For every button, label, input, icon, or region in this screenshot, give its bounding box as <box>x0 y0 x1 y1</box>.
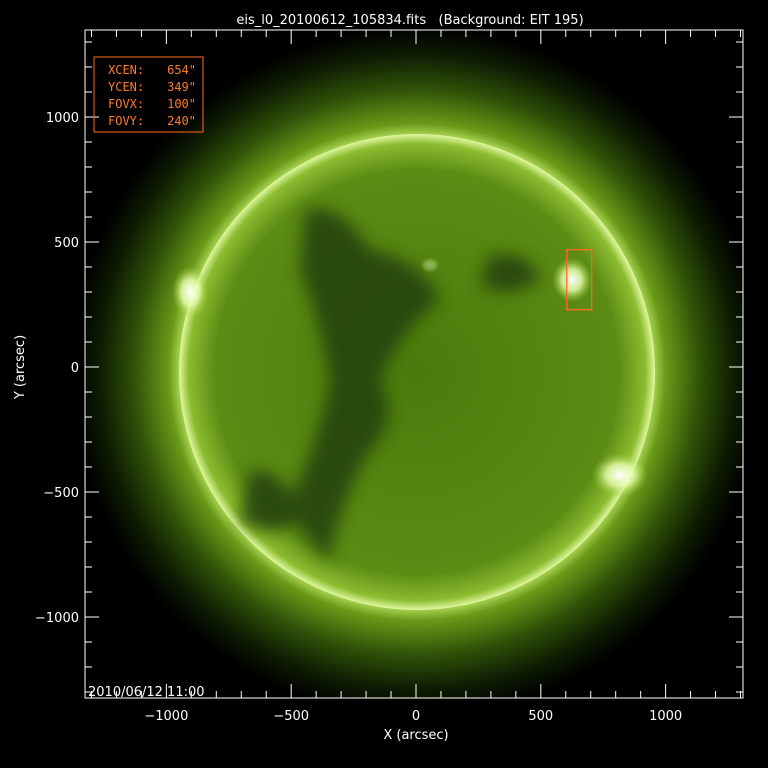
x-tick-label: −1000 <box>144 709 188 724</box>
info-label: XCEN: <box>108 63 144 77</box>
y-tick-label: 0 <box>71 361 79 376</box>
info-label: FOVY: <box>108 114 144 128</box>
info-value: 349" <box>167 80 196 94</box>
info-value: 100" <box>167 97 196 111</box>
plot-frame <box>84 29 744 699</box>
info-value: 240" <box>167 114 196 128</box>
chart-title: eis_l0_20100612_105834.fits (Background:… <box>236 13 583 28</box>
axis-ticks <box>85 30 743 698</box>
info-box: XCEN: 654" YCEN: 349" FOVX: 100" FOVY: 240" <box>93 56 204 133</box>
info-label: YCEN: <box>108 80 144 94</box>
eis-fov-box <box>566 249 593 311</box>
x-tick-label: 0 <box>412 709 420 724</box>
coronal-holes <box>240 208 540 561</box>
x-tick-label: −500 <box>273 709 309 724</box>
timestamp: 2010/06/12 11:00 <box>88 685 205 700</box>
y-tick-label: −1000 <box>35 611 79 626</box>
info-value: 654" <box>167 63 196 77</box>
x-tick-labels: −1000 −500 0 500 1000 <box>144 709 682 724</box>
solar-disk <box>179 134 655 610</box>
y-tick-label: 500 <box>54 236 79 251</box>
y-tick-label: −500 <box>43 486 79 501</box>
y-tick-labels: −1000 −500 0 500 1000 <box>35 111 79 626</box>
y-tick-label: 1000 <box>46 111 79 126</box>
active-regions <box>172 257 648 497</box>
info-label: FOVX: <box>108 97 144 111</box>
x-axis-label: X (arcsec) <box>383 728 448 743</box>
x-tick-label: 1000 <box>649 709 682 724</box>
y-axis-label: Y (arcsec) <box>13 335 28 400</box>
x-tick-label: 500 <box>528 709 553 724</box>
